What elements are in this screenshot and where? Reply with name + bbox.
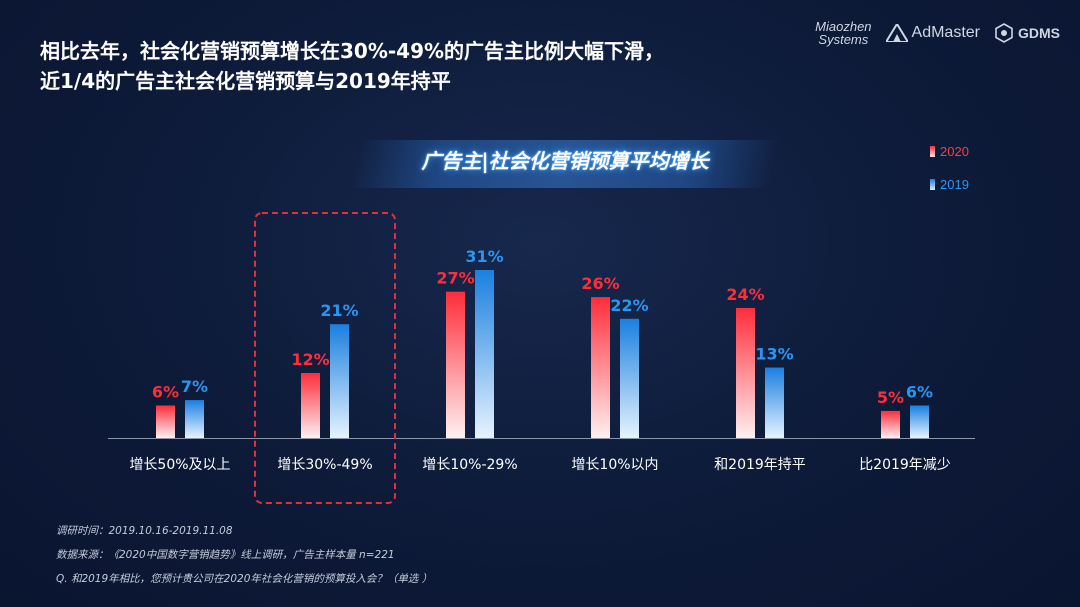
bar-2020-4	[736, 307, 755, 438]
data-label-2020-1: 12%	[291, 350, 329, 369]
legend-item-2019: 2019	[930, 168, 969, 201]
page-title: 相比去年，社会化营销预算增长在30%-49%的广告主比例大幅下滑， 近1/4的广…	[40, 36, 664, 96]
miaozhen-logo: Miaozhen Systems	[815, 20, 871, 46]
legend-swatch-2019	[930, 179, 935, 190]
admaster-logo: AdMaster	[885, 24, 980, 42]
bar-2020-3	[591, 297, 610, 438]
data-label-2019-3: 22%	[610, 296, 648, 315]
footnotes: 调研时间：2019.10.16-2019.11.08 数据来源：《2020中国数…	[56, 519, 432, 591]
category-label-5: 比2019年减少	[859, 457, 951, 473]
chart-legend: 2020 2019	[930, 135, 969, 201]
highlight-box	[254, 212, 396, 504]
survey-question-note: Q. 和2019年相比，您预计贵公司在2020年社会化营销的预算投入会？（单选 …	[56, 573, 433, 585]
bar-2020-2	[446, 291, 465, 438]
data-label-2019-5: 6%	[906, 382, 933, 401]
partner-logos: Miaozhen Systems AdMaster GDMS	[815, 20, 1060, 46]
category-label-0: 增长50%及以上	[129, 457, 230, 473]
category-label-4: 和2019年持平	[714, 457, 806, 473]
bar-2019-3	[620, 318, 639, 438]
data-label-2020-3: 26%	[581, 274, 619, 293]
gdms-logo-text: GDMS	[1018, 25, 1060, 41]
chart-title: 广告主|社会化营销预算平均增长	[421, 149, 709, 173]
data-label-2020-0: 6%	[152, 382, 179, 401]
page-title-line-2: 近1/4的广告主社会化营销预算与2019年持平	[40, 69, 451, 93]
bar-2019-1	[330, 324, 349, 438]
bar-2020-1	[301, 372, 320, 438]
legend-label-2020: 2020	[940, 144, 969, 159]
admaster-logo-text: AdMaster	[911, 24, 980, 41]
category-label-3: 增长10%以内	[571, 457, 658, 473]
data-source-note: 数据来源：《2020中国数字营销趋势》线上调研，广告主样本量 n=221	[56, 549, 395, 561]
bar-2019-5	[910, 405, 929, 438]
page-title-line-1: 相比去年，社会化营销预算增长在30%-49%的广告主比例大幅下滑，	[40, 39, 665, 63]
legend-label-2019: 2019	[940, 177, 969, 192]
miaozhen-logo-line-2: Systems	[818, 32, 869, 47]
bar-2019-0	[185, 400, 204, 438]
category-label-2: 增长10%-29%	[422, 457, 517, 473]
data-label-2019-1: 21%	[320, 301, 358, 320]
data-label-2020-4: 24%	[726, 285, 764, 304]
bar-2019-2	[475, 270, 494, 438]
data-label-2019-4: 13%	[755, 345, 793, 364]
data-label-2019-0: 7%	[181, 377, 208, 396]
bar-2020-0	[156, 405, 175, 438]
legend-swatch-2020	[930, 146, 935, 157]
category-label-1: 增长30%-49%	[277, 457, 372, 473]
miaozhen-logo-line-1: Miaozhen	[815, 19, 872, 34]
survey-time-note: 调研时间：2019.10.16-2019.11.08	[56, 525, 233, 537]
data-label-2020-5: 5%	[877, 388, 904, 407]
legend-item-2020: 2020	[930, 135, 969, 168]
gdms-mark-icon	[995, 23, 1013, 43]
data-label-2020-2: 27%	[436, 269, 474, 288]
data-label-2019-2: 31%	[465, 247, 503, 266]
bar-2019-4	[765, 367, 784, 438]
gdms-logo: GDMS	[994, 23, 1060, 43]
admaster-mark-icon	[885, 24, 908, 42]
bar-2020-5	[881, 410, 900, 438]
